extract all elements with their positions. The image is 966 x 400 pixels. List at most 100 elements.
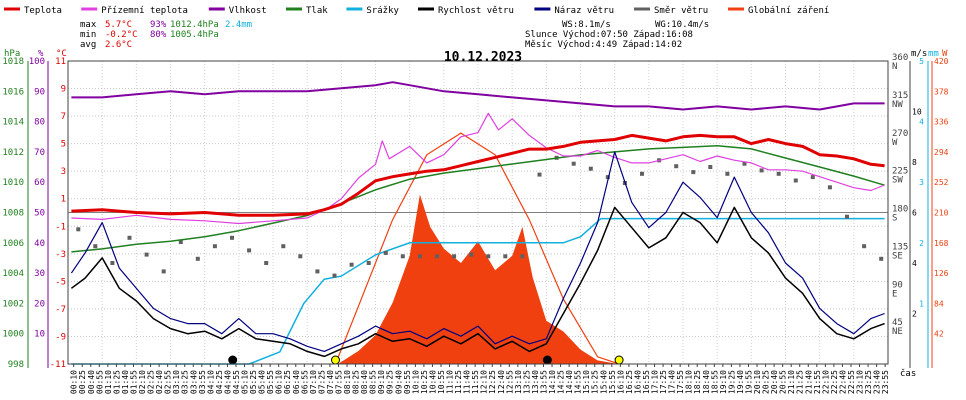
x-tick-label: 05:10 (241, 370, 250, 394)
pressure-tick: 1008 (2, 209, 24, 219)
x-tick-label: 14:40 (565, 370, 574, 394)
pressure-tick: 1012 (2, 148, 24, 158)
legend-label: Směr větru (654, 6, 708, 16)
pressure-tick: 1018 (2, 57, 24, 67)
x-tick-label: 14:25 (557, 370, 566, 394)
wind-direction-point (161, 269, 166, 274)
rain-tick: 4 (919, 118, 924, 127)
direction-label: E (892, 289, 897, 299)
wind-direction-point (759, 168, 764, 173)
x-tick-label: 12:10 (480, 370, 489, 394)
x-tick-label: 09:10 (377, 370, 386, 394)
x-tick-label: 10:55 (437, 370, 446, 394)
pressure-tick: 998 (8, 360, 24, 370)
temperature-tick: 9 (61, 85, 66, 95)
stats-temperature: 2.6°C (105, 40, 132, 50)
radiation-tick: 168 (934, 239, 949, 248)
wind-tick: 6 (912, 209, 917, 218)
x-tick-label: 15:10 (582, 370, 591, 394)
moonrise-marker (228, 355, 238, 365)
radiation-tick: 378 (934, 87, 949, 96)
radiation-tick: 126 (934, 269, 949, 278)
x-tick-label: 09:25 (386, 370, 395, 394)
pressure-tick: 1000 (2, 330, 24, 340)
wind-direction-point (452, 254, 457, 259)
humidity-tick: 40 (34, 239, 45, 249)
series-wind-speed (70, 206, 885, 358)
rain-tick: 2 (919, 239, 924, 248)
stats-humidity: 80% (150, 30, 167, 40)
x-tick-label: 19:55 (745, 370, 754, 394)
humidity-tick: 10 (34, 330, 45, 340)
x-tick-label: 03:55 (198, 370, 207, 394)
stats-row-label: avg (80, 40, 96, 50)
sunset-marker (614, 355, 624, 365)
radiation-tick: 42 (934, 330, 944, 339)
wind-tick: 8 (912, 158, 917, 167)
wind-direction-point (281, 244, 286, 249)
x-tick-label: 00:25 (78, 370, 87, 394)
wind-direction-point (793, 178, 798, 183)
x-tick-label: 19:40 (736, 370, 745, 394)
temperature-tick: 5 (61, 140, 66, 150)
wind-direction-point (383, 250, 388, 255)
x-tick-label: 17:10 (651, 370, 660, 394)
wind-direction-point (845, 214, 849, 219)
radiation-tick: 210 (934, 209, 949, 218)
sunrise-marker (331, 355, 340, 365)
direction-label: NW (892, 100, 903, 110)
temperature-tick: -3 (55, 250, 66, 260)
pressure-unit: hPa (4, 49, 20, 59)
stats-temperature: 5.7°C (105, 20, 132, 30)
pressure-tick: 1010 (2, 178, 24, 188)
x-tick-label: 07:55 (335, 370, 344, 394)
series-humidity (71, 81, 885, 111)
x-tick-label: 00:40 (87, 370, 96, 394)
moon-info: Měsíc Východ:4:49 Západ:14:02 (525, 40, 682, 50)
x-tick-label: 06:25 (283, 370, 292, 394)
wind-direction-point (486, 254, 491, 259)
wind-direction-point (742, 161, 747, 166)
wind-direction-point (212, 244, 217, 249)
direction-tick: 45 (892, 318, 903, 328)
wind-direction-point (332, 273, 337, 278)
direction-tick: 180 (892, 205, 908, 215)
x-tick-label: 23:10 (856, 370, 865, 394)
wind-direction-point (776, 171, 781, 176)
x-tick-label: 04:55 (232, 370, 241, 394)
wind-direction-point (110, 261, 115, 265)
x-tick-label: 00:10 (70, 370, 79, 394)
x-tick-label: 07:10 (309, 370, 318, 394)
x-axis-label: čas (900, 368, 916, 379)
x-tick-label: 20:40 (770, 370, 779, 394)
x-tick-label: 21:55 (813, 370, 822, 394)
temperature-tick: 1 (61, 195, 66, 205)
wind-direction-point (195, 256, 200, 261)
pressure-tick: 1016 (2, 87, 24, 97)
x-tick-label: 11:55 (471, 370, 480, 394)
direction-label: SE (892, 251, 903, 261)
wind-direction-point (144, 252, 149, 257)
legend-label: Vlhkost (229, 6, 267, 16)
legend-label: Tlak (306, 6, 328, 16)
wind-direction-point (264, 261, 269, 265)
temperature-tick: -7 (55, 305, 66, 315)
wind-direction-point (879, 256, 884, 261)
wind-direction-point (503, 254, 508, 259)
pressure-tick: 1014 (2, 118, 24, 128)
x-tick-label: 02:55 (164, 370, 173, 394)
axes: hPa% °C1018101610141012101010081006100410… (2, 49, 948, 394)
x-tick-label: 06:55 (300, 370, 309, 394)
x-tick-label: 11:25 (454, 370, 463, 394)
wind-direction-point (691, 170, 696, 175)
wind-direction-point (469, 252, 474, 257)
x-tick-label: 10:40 (428, 370, 437, 394)
wind-direction-point (708, 165, 713, 169)
wind-direction-point (827, 185, 832, 190)
wind-direction-point (810, 175, 815, 180)
legend-label: Rychlost větru (438, 6, 514, 16)
rain-unit: mm (928, 49, 939, 59)
wind-direction-point (674, 164, 679, 169)
chart-title: 10.12.2023 (444, 50, 522, 65)
